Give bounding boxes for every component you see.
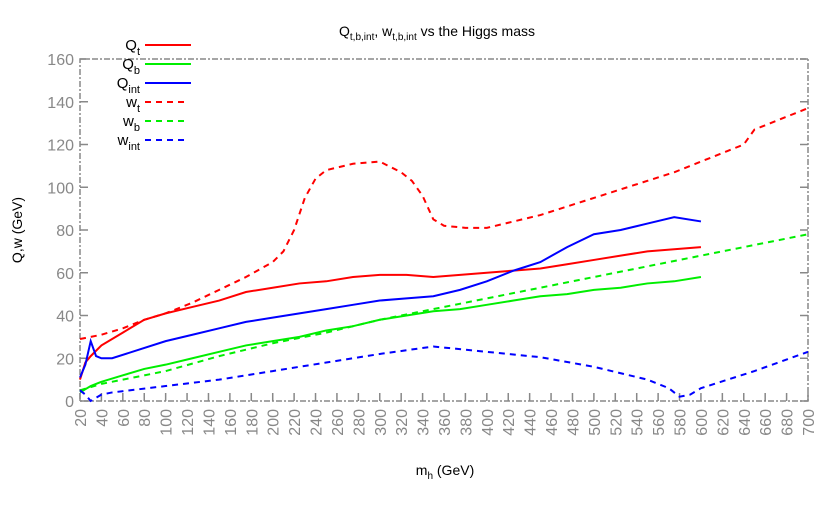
x-tick-label: 40 — [94, 409, 111, 427]
legend-label: wt — [125, 94, 140, 115]
x-tick-label: 440 — [523, 409, 540, 436]
x-tick-label: 360 — [437, 409, 454, 436]
x-tick-label: 400 — [480, 409, 497, 436]
x-tick-label: 600 — [694, 409, 711, 436]
x-tick-label: 220 — [287, 409, 304, 436]
y-tick-label: 0 — [65, 394, 74, 411]
series-line-Q-t — [79, 246, 702, 380]
x-tick-label: 640 — [737, 409, 754, 436]
y-tick-label: 160 — [47, 52, 74, 69]
x-tick-label: 460 — [544, 409, 561, 436]
x-tick-label: 620 — [715, 409, 732, 436]
x-tick-label: 700 — [801, 409, 818, 436]
x-tick-label: 200 — [266, 409, 283, 436]
legend-label: Qt — [125, 37, 140, 58]
y-tick-label: 120 — [47, 138, 74, 155]
x-tick-label: 100 — [159, 409, 176, 436]
x-tick-label: 140 — [201, 409, 218, 436]
x-tick-label: 480 — [565, 409, 582, 436]
y-tick-label: 80 — [56, 223, 74, 240]
series-line-w-int — [79, 345, 809, 403]
chart-title: Qt,b,int, wt,b,int vs the Higgs mass — [339, 23, 535, 43]
x-tick-label: 120 — [180, 409, 197, 436]
x-tick-label: 300 — [373, 409, 390, 436]
series-line-w-b — [79, 233, 809, 392]
y-tick-label: 60 — [56, 266, 74, 283]
x-tick-label: 280 — [351, 409, 368, 436]
x-tick-label: 260 — [330, 409, 347, 436]
series-line-Q-int — [79, 216, 702, 378]
x-tick-label: 660 — [758, 409, 775, 436]
x-tick-label: 380 — [458, 409, 475, 436]
x-tick-label: 160 — [223, 409, 240, 436]
x-tick-label: 680 — [780, 409, 797, 436]
y-tick-label: 100 — [47, 180, 74, 197]
y-tick-label: 40 — [56, 309, 74, 326]
x-tick-label: 60 — [116, 409, 133, 427]
x-tick-label: 320 — [394, 409, 411, 436]
x-tick-label: 540 — [630, 409, 647, 436]
y-tick-label: 140 — [47, 95, 74, 112]
x-tick-label: 80 — [137, 409, 154, 427]
legend-label: wb — [122, 113, 140, 134]
legend-label: wint — [117, 132, 140, 153]
x-tick-label: 580 — [673, 409, 690, 436]
x-tick-label: 20 — [73, 409, 90, 427]
x-tick-label: 340 — [416, 409, 433, 436]
x-tick-label: 420 — [501, 409, 518, 436]
series-line-w-t — [79, 107, 809, 340]
legend-label: Qint — [117, 75, 140, 96]
x-tick-label: 500 — [587, 409, 604, 436]
x-tick-label: 520 — [608, 409, 625, 436]
series-line-Q-b — [79, 276, 702, 394]
x-tick-label: 240 — [309, 409, 326, 436]
plot-frame — [79, 58, 809, 402]
legend-label: Qb — [122, 56, 140, 77]
x-axis-label: mh (GeV) — [416, 462, 474, 482]
y-axis-label: Q,w (GeV) — [9, 197, 25, 263]
x-tick-label: 560 — [651, 409, 668, 436]
x-tick-label: 180 — [244, 409, 261, 436]
y-tick-label: 20 — [56, 351, 74, 368]
